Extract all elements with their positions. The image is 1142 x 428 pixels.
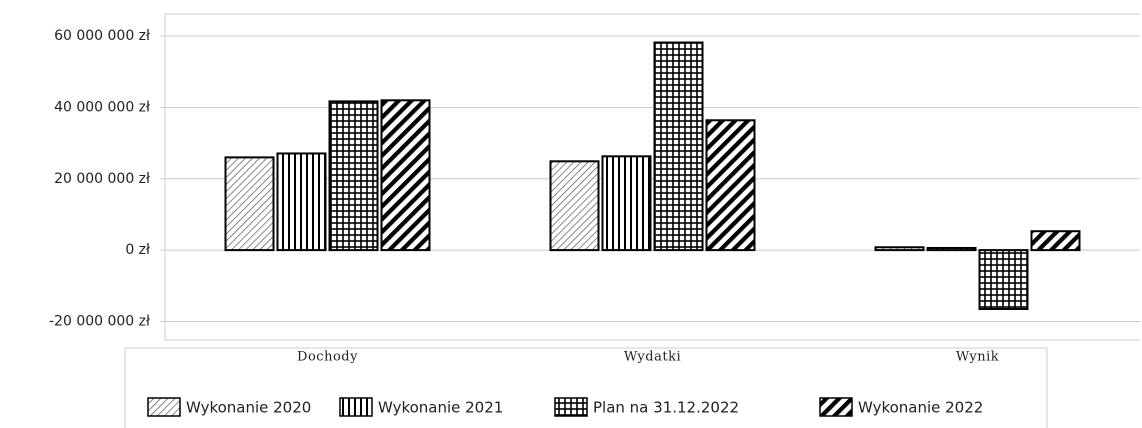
bar <box>874 246 925 252</box>
bar <box>653 41 704 252</box>
y-tick-label: 20 000 000 zł <box>54 171 150 187</box>
bar <box>380 99 431 252</box>
legend-swatch <box>147 397 181 417</box>
legend-label: Plan na 31.12.2022 <box>593 399 739 417</box>
bar <box>978 249 1029 310</box>
legend-swatch <box>819 397 853 417</box>
bar <box>601 155 652 252</box>
bar <box>705 119 756 252</box>
bar <box>549 160 600 252</box>
legend-swatch <box>339 397 373 417</box>
bar <box>926 246 977 252</box>
bar <box>1030 230 1081 252</box>
bar <box>328 100 379 252</box>
x-tick-label: Dochody <box>297 350 358 365</box>
y-tick-label: -20 000 000 zł <box>49 313 150 329</box>
legend-box <box>124 347 1048 428</box>
x-tick-label: Wydatki <box>624 350 681 365</box>
bar <box>276 152 327 252</box>
legend-label: Wykonanie 2022 <box>858 399 983 417</box>
legend-swatch <box>554 397 588 417</box>
legend-label: Wykonanie 2020 <box>186 399 311 417</box>
y-tick-label: 60 000 000 zł <box>54 28 150 44</box>
legend-label: Wykonanie 2021 <box>378 399 503 417</box>
x-tick-label: Wynik <box>956 350 999 365</box>
y-tick-label: 40 000 000 zł <box>54 99 150 115</box>
y-tick-label: 0 zł <box>125 242 150 258</box>
bar <box>224 156 275 252</box>
